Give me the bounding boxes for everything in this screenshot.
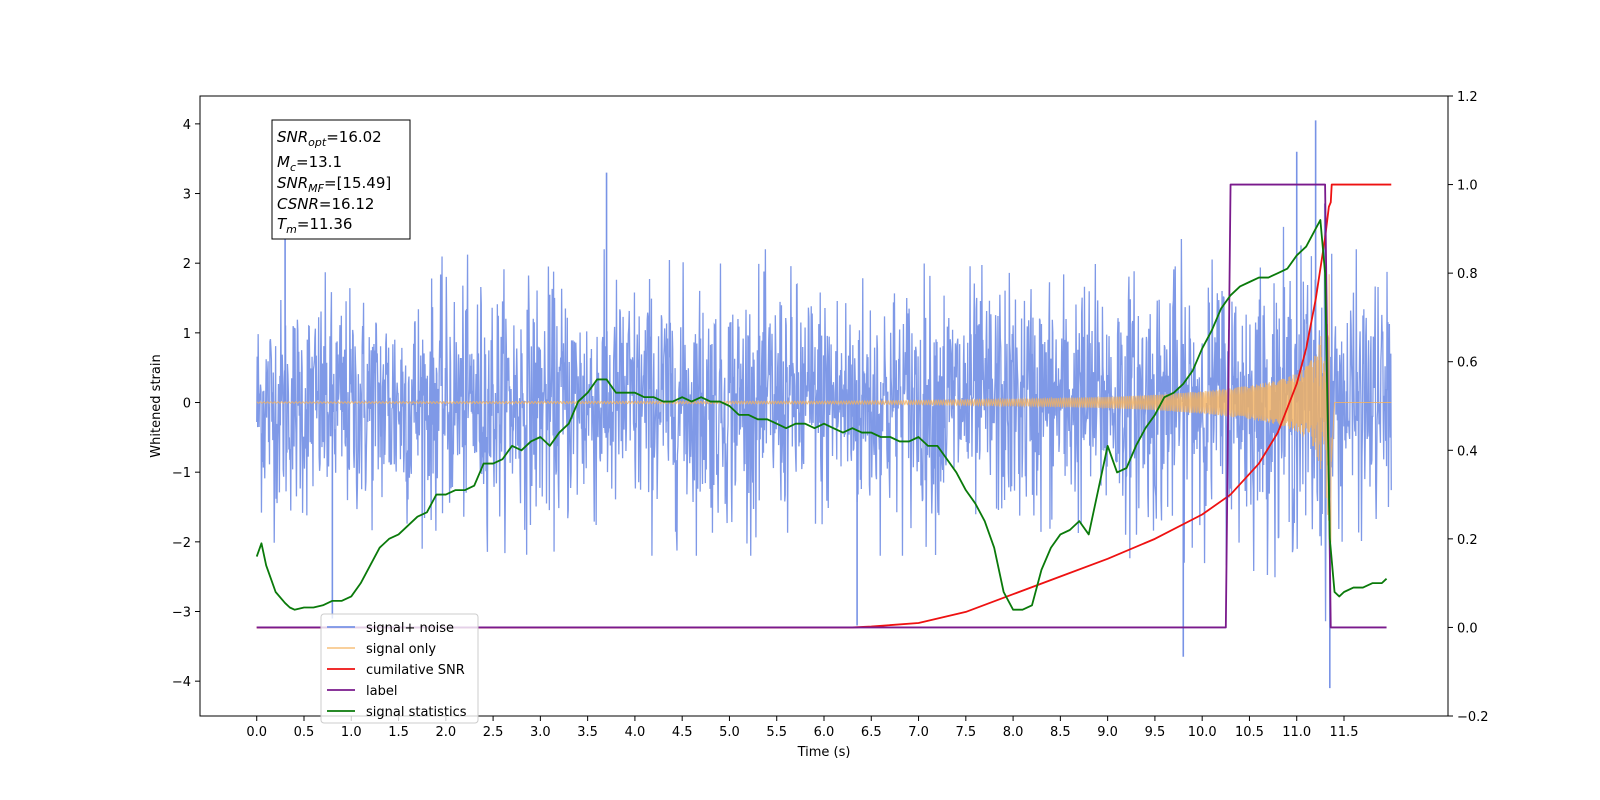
legend-label: signal+ noise [366,621,454,636]
plot-area [199,95,1449,717]
x-tick-label: 10.5 [1235,725,1264,740]
y-left-tick-label: −1 [172,466,191,481]
series-cumilative-snr [256,183,1392,629]
x-tick-label: 2.5 [483,725,504,740]
info-snr-opt: SNRopt=16.02 [277,128,382,149]
y-right-tick-label: 0.6 [1457,356,1478,371]
y-right-tick-label: 0.2 [1457,533,1478,548]
y-right-tick-label: −0.2 [1457,710,1489,725]
y-right-tick-label: 0.4 [1457,444,1478,459]
info-tm-label: T [277,215,288,233]
info-tm-sub: m [286,223,297,236]
x-tick-label: 9.0 [1097,725,1118,740]
y-left-tick-label: 2 [183,257,191,272]
y-axis-left: −4 −3 −2 −1 0 1 2 3 4 [172,118,200,690]
y-axis-right: −0.2 0.0 0.2 0.4 0.6 0.8 1.0 1.2 [1448,90,1489,725]
x-tick-label: 7.0 [908,725,929,740]
y-axis-label-left: Whitened strain [149,354,164,457]
x-tick-label: 4.5 [672,725,693,740]
info-snr-mf-value: =[15.49] [324,174,391,192]
x-tick-label: 5.5 [766,725,787,740]
y-left-tick-label: 1 [183,327,191,342]
y-left-tick-label: −4 [172,675,191,690]
x-tick-label: 11.0 [1282,725,1311,740]
info-snr-opt-label: SNR [277,128,308,146]
info-mc-label: M [277,153,290,171]
x-tick-label: 5.0 [719,725,740,740]
y-left-tick-label: 4 [183,118,191,133]
info-csnr-label: CSNR [277,195,319,213]
y-right-tick-label: 0.0 [1457,621,1478,636]
y-left-tick-label: −2 [172,536,191,551]
info-box: SNRopt=16.02 Mc=13.1 SNRMF=[15.49] CSNR=… [271,119,411,240]
info-tm-value: =11.36 [297,215,353,233]
info-tm: Tm=11.36 [277,215,352,236]
series-signal-statistics [255,219,1388,611]
x-axis-label: Time (s) [797,745,851,760]
series-label [256,183,1387,629]
x-tick-label: 8.5 [1050,725,1071,740]
info-snr-opt-sub: opt [308,136,327,149]
info-mc: Mc=13.1 [277,153,342,174]
y-right-tick-label: 1.2 [1457,90,1478,105]
legend-label: signal statistics [366,705,467,720]
info-mc-sub: c [290,161,296,174]
legend-label: signal only [366,642,436,657]
x-tick-label: 6.0 [814,725,835,740]
series-layer [255,120,1392,689]
legend-label: cumilative SNR [366,663,465,678]
x-tick-label: 11.5 [1330,725,1359,740]
x-tick-label: 6.5 [861,725,882,740]
x-tick-label: 7.5 [955,725,976,740]
x-tick-label: 9.5 [1145,725,1166,740]
info-snr-mf-sub: MF [308,182,324,195]
x-tick-label: 0.0 [246,725,267,740]
legend: signal+ noise signal only cumilative SNR la… [320,613,479,724]
x-tick-label: 3.5 [577,725,598,740]
legend-label: label [366,684,397,699]
info-csnr: CSNR=16.12 [277,195,374,213]
x-tick-label: 8.0 [1003,725,1024,740]
x-tick-label: 2.0 [435,725,456,740]
series-signal-noise [256,203,1392,622]
x-tick-label: 3.0 [530,725,551,740]
info-box-frame [271,119,411,240]
x-tick-label: 10.0 [1188,725,1217,740]
x-tick-label: 1.0 [341,725,362,740]
y-left-tick-label: −3 [172,606,191,621]
series-signal-only [256,274,1392,543]
x-tick-label: 0.5 [294,725,315,740]
x-tick-label: 1.5 [388,725,409,740]
info-mc-value: =13.1 [296,153,342,171]
info-csnr-value: =16.12 [319,195,375,213]
y-left-tick-label: 0 [183,397,191,412]
info-snr-opt-value: =16.02 [326,128,382,146]
x-tick-label: 4.0 [625,725,646,740]
y-right-tick-label: 1.0 [1457,179,1478,194]
info-snr-mf: SNRMF=[15.49] [277,174,391,195]
y-right-tick-label: 0.8 [1457,267,1478,282]
legend-frame [320,613,479,724]
info-snr-mf-label: SNR [277,174,308,192]
y-left-tick-label: 3 [183,188,191,203]
